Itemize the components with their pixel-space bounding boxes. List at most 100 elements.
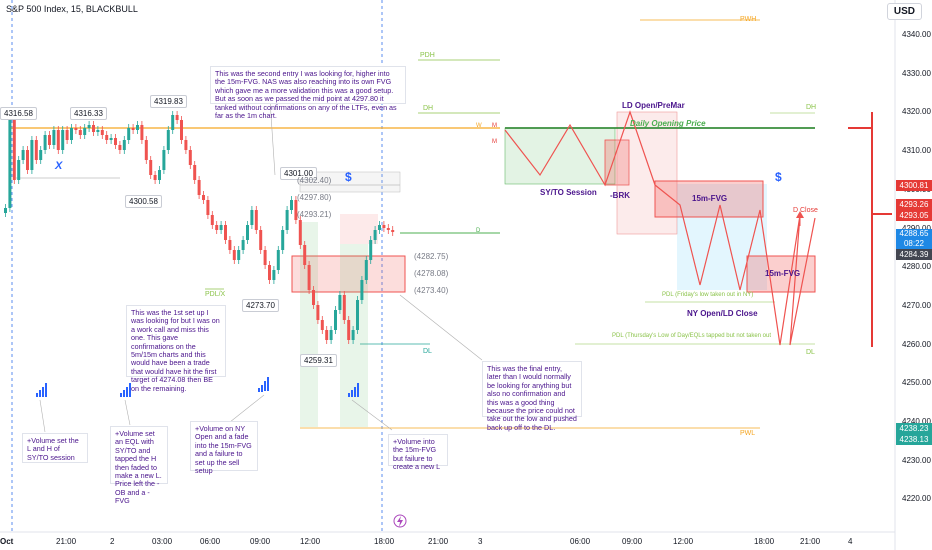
candle <box>224 225 227 240</box>
price-axis-label: 4340.00 <box>902 30 931 39</box>
note-volume-3[interactable]: +Volume on NY Open and a fade into the 1… <box>190 421 258 475</box>
candle <box>158 170 161 180</box>
dollar-icon: $ <box>345 170 352 184</box>
candle <box>78 130 82 135</box>
candle <box>206 200 210 215</box>
candle <box>202 195 205 200</box>
candle <box>320 320 324 330</box>
time-axis-label: 2 <box>110 537 115 546</box>
fvg-price-label: (4278.08) <box>414 269 449 278</box>
price-axis-label: 4220.00 <box>902 494 931 504</box>
fvg-price-label: (4282.75) <box>414 252 449 261</box>
candle <box>285 210 289 230</box>
candle <box>329 330 333 340</box>
candle <box>122 140 126 150</box>
candle <box>118 145 122 150</box>
note-first-setup[interactable]: This was the 1st set up I was looking fo… <box>126 305 226 392</box>
price-label: 4300.58 <box>125 195 162 208</box>
candle <box>276 250 280 270</box>
plan-label-dh: DH <box>806 104 817 111</box>
candle <box>21 150 25 160</box>
fvg-price-label: (4302.40) <box>297 176 332 185</box>
candle <box>166 130 170 150</box>
price-tag: 4300.81 <box>896 180 932 191</box>
candle <box>100 130 104 135</box>
price-tag: 4238.23 <box>896 423 932 434</box>
candle <box>378 225 381 230</box>
price-axis-label: 4330.00 <box>902 68 931 78</box>
level-label: W <box>476 123 482 129</box>
time-axis-label: 03:00 <box>152 537 173 546</box>
candle <box>109 138 113 140</box>
time-axis-label: 18:00 <box>374 537 395 546</box>
note-final-entry[interactable]: This was the final entry, later than I w… <box>482 361 582 432</box>
syto-session-box <box>504 127 616 185</box>
plan-label-ld-open: LD Open/PreMar <box>622 101 685 110</box>
time-axis-label: 3 <box>478 537 483 546</box>
candle <box>382 225 386 228</box>
candle <box>74 128 78 130</box>
currency-button[interactable]: USD <box>886 3 922 20</box>
price-axis-label: 4320.00 <box>902 107 931 117</box>
plan-label-pdl-2: PDL (Thursday's Low of Day/EQLs tapped b… <box>612 333 772 339</box>
candle <box>144 140 148 160</box>
candle <box>210 215 214 225</box>
candle <box>12 120 16 180</box>
candle <box>386 228 390 230</box>
level-label: DL <box>423 348 432 355</box>
candle <box>193 165 197 180</box>
price-axis-label: 4310.00 <box>902 146 931 156</box>
candle <box>48 135 51 145</box>
candle <box>180 120 183 140</box>
candle <box>105 135 109 140</box>
note-volume-2[interactable]: +Volume set an EQL with SY/TO and tapped… <box>110 426 168 505</box>
note-second-entry[interactable]: This was the second entry I was looking … <box>210 66 406 120</box>
candle <box>162 150 166 170</box>
plan-label-syto: SY/TO Session <box>540 188 597 197</box>
time-axis-label: 18:00 <box>754 537 775 546</box>
level-label: M <box>492 139 497 145</box>
candle <box>237 250 241 260</box>
ld-open-box <box>616 111 678 235</box>
price-tag: 4293.05 <box>896 210 932 221</box>
price-label: 4301.00 <box>280 167 317 180</box>
symbol-title[interactable]: S&P 500 Index, 15, BLACKBULL <box>6 4 138 14</box>
lightning-icon <box>393 514 407 528</box>
candle <box>259 230 263 250</box>
candle <box>373 230 377 240</box>
ny-open-box <box>677 184 767 290</box>
candle <box>250 210 254 225</box>
candle <box>325 330 329 340</box>
plan-label-fvg-2: 15m-FVG <box>765 269 801 278</box>
note-volume-4[interactable]: +Volume into the 15m-FVG but failure to … <box>388 434 448 471</box>
candle <box>281 230 285 250</box>
note-volume-1[interactable]: +Volume set the L and H of SY/TO session <box>22 433 88 463</box>
candle <box>153 175 157 180</box>
time-axis-label: 12:00 <box>673 537 694 546</box>
level-label: PWL <box>740 430 756 437</box>
candle <box>303 245 307 265</box>
candle <box>171 115 175 130</box>
entry-zone <box>340 214 378 244</box>
candle <box>127 128 131 140</box>
plan-label-brk: -BRK <box>610 191 630 200</box>
fvg-price-label: (4297.80) <box>297 193 332 202</box>
plan-label-ny-open: NY Open/LD Close <box>687 309 758 318</box>
price-axis-label: 4290.00 <box>902 223 931 233</box>
plan-label-pdl: PDL (Friday's low taken out in NY) <box>662 292 754 298</box>
arrow-up-icon <box>796 211 804 218</box>
candle <box>175 115 179 120</box>
price-label: 4259.31 <box>300 354 337 367</box>
level-label: PDL/X <box>205 291 226 298</box>
fvg-price-label: (4293.21) <box>297 210 332 219</box>
candle <box>149 160 153 175</box>
candle <box>263 250 267 265</box>
candle <box>347 320 351 340</box>
candle <box>184 140 188 150</box>
candle <box>219 225 223 230</box>
price-axis-label: 4250.00 <box>902 378 931 388</box>
plan-label-dl: DL <box>806 349 815 356</box>
time-axis-label: Oct <box>0 537 14 546</box>
candle <box>391 230 395 232</box>
